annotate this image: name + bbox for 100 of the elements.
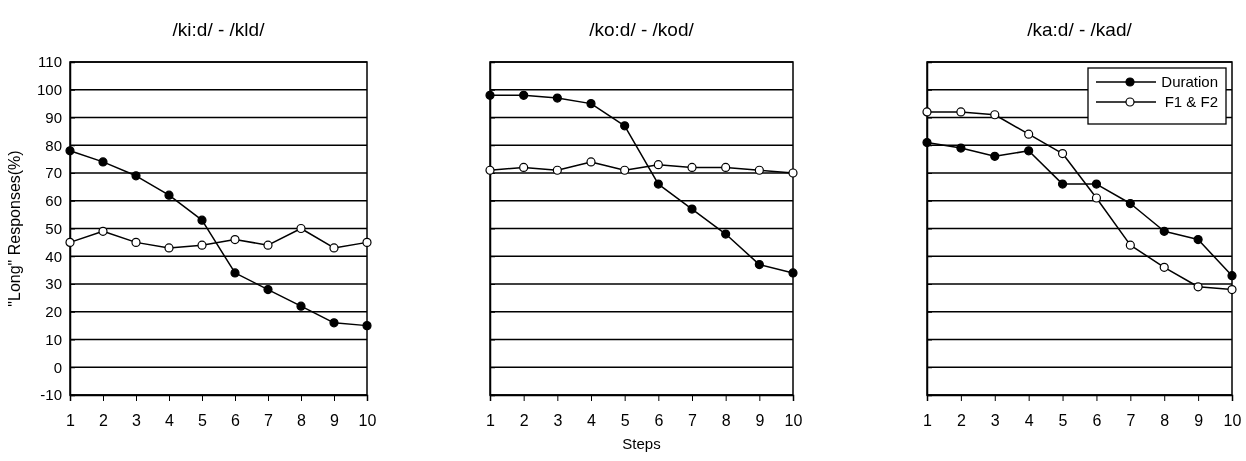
- point: [230, 268, 240, 278]
- point: [552, 93, 562, 103]
- point: [98, 226, 108, 236]
- legend-label: F1 & F2: [1164, 93, 1218, 110]
- point: [721, 229, 731, 239]
- point: [754, 259, 764, 270]
- chart-title: /ka:d/ - /kad/: [1027, 19, 1133, 40]
- point: [164, 190, 174, 200]
- point: [721, 162, 731, 173]
- y-axis-title: "Long" Responses(%): [6, 150, 23, 307]
- x-tick-label: 5: [198, 412, 208, 430]
- x-tick-label: 10: [784, 412, 803, 430]
- point: [1227, 284, 1237, 295]
- x-tick-label: 3: [553, 412, 563, 430]
- x-tick-label: 4: [587, 412, 597, 430]
- y-tick-label: 90: [45, 108, 62, 126]
- point: [197, 240, 207, 250]
- point: [620, 165, 630, 175]
- y-tick-label: 0: [53, 358, 62, 376]
- point: [1125, 240, 1135, 250]
- x-tick-label: 1: [923, 412, 933, 430]
- x-tick-label: 6: [654, 412, 664, 430]
- point: [1091, 193, 1102, 203]
- point: [362, 237, 372, 247]
- point: [586, 157, 596, 167]
- x-tick-label: 7: [264, 412, 274, 430]
- x-tick-label: 8: [297, 412, 307, 430]
- y-tick-label: 60: [45, 192, 62, 210]
- chart-title: /ko:d/ - /kod/: [589, 19, 695, 40]
- point: [1024, 129, 1034, 139]
- point: [687, 204, 697, 214]
- point: [296, 301, 306, 311]
- x-tick-label: 9: [1194, 412, 1204, 430]
- legend-label: Duration: [1161, 73, 1218, 90]
- x-tick-label: 1: [486, 412, 496, 430]
- point: [65, 237, 75, 247]
- point: [131, 171, 141, 181]
- y-tick-label: 110: [38, 53, 62, 71]
- point: [1227, 271, 1237, 281]
- y-tick-label: 100: [36, 81, 62, 99]
- point: [620, 121, 630, 131]
- point: [586, 99, 596, 109]
- y-tick-label: 20: [45, 303, 62, 321]
- y-tick-label: 30: [45, 275, 62, 293]
- point: [687, 162, 697, 173]
- y-tick-label: 10: [45, 330, 62, 348]
- y-tick-label: -10: [40, 386, 62, 404]
- x-tick-label: 5: [620, 412, 630, 430]
- x-tick-label: 9: [755, 412, 765, 430]
- x-axis-title: Steps: [622, 435, 661, 452]
- point: [131, 237, 141, 247]
- x-tick-label: 10: [358, 412, 377, 430]
- x-tick-label: 8: [721, 412, 731, 430]
- point: [519, 162, 529, 173]
- x-tick-label: 4: [165, 412, 175, 430]
- x-tick-label: 3: [132, 412, 142, 430]
- point: [164, 243, 174, 253]
- point: [329, 243, 339, 253]
- point: [263, 284, 273, 295]
- x-tick-label: 2: [519, 412, 529, 430]
- x-tick-label: 10: [1223, 412, 1242, 430]
- point: [230, 235, 240, 245]
- point: [329, 318, 339, 328]
- point: [263, 240, 273, 250]
- chart-title: /ki:d/ - /kld/: [172, 19, 266, 40]
- x-tick-label: 2: [99, 412, 109, 430]
- x-tick-label: 3: [990, 412, 1000, 430]
- x-tick-label: 7: [688, 412, 698, 430]
- x-tick-label: 9: [330, 412, 340, 430]
- x-tick-label: 5: [1058, 412, 1068, 430]
- point: [98, 157, 108, 167]
- point: [1125, 198, 1135, 209]
- point: [1091, 179, 1102, 189]
- point: [1159, 262, 1169, 272]
- point: [956, 143, 966, 153]
- point: [653, 179, 663, 189]
- point: [653, 160, 663, 170]
- point: [788, 168, 798, 178]
- x-tick-label: 7: [1126, 412, 1136, 430]
- y-tick-label: 70: [45, 164, 62, 182]
- point: [1024, 146, 1034, 156]
- point: [362, 321, 372, 331]
- point: [552, 165, 562, 175]
- point: [1193, 282, 1203, 292]
- point: [922, 137, 932, 148]
- y-tick-label: 80: [45, 136, 62, 154]
- point: [990, 110, 1000, 120]
- y-tick-label: 40: [45, 247, 62, 265]
- x-tick-label: 1: [66, 412, 76, 430]
- point: [1193, 235, 1203, 245]
- x-tick-label: 6: [1092, 412, 1102, 430]
- point: [197, 215, 207, 225]
- point: [990, 151, 1000, 161]
- point: [788, 268, 798, 278]
- point: [519, 90, 529, 100]
- point: [1057, 148, 1068, 159]
- point: [296, 223, 306, 234]
- x-tick-label: 6: [231, 412, 241, 430]
- x-tick-label: 4: [1024, 412, 1034, 430]
- point: [956, 107, 966, 117]
